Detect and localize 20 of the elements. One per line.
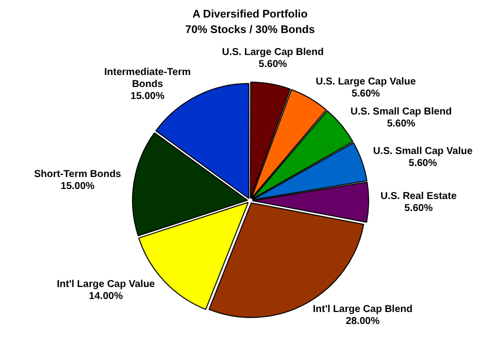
chart-title: A Diversified Portfolio: [192, 8, 308, 21]
chart-subtitle: 70% Stocks / 30% Bonds: [185, 24, 315, 36]
data-label: 28.00%: [346, 316, 380, 327]
slice-label: U.S. Small Cap Blend: [350, 106, 452, 118]
slice-label: U.S. Real Estate: [380, 191, 458, 202]
slice-label: Int'l Large Cap Value: [56, 278, 156, 290]
slice-label: Intermediate-Term Bonds: [104, 67, 191, 90]
slice-label: U.S. Large Cap Blend: [222, 46, 324, 58]
data-label: 15.00%: [130, 91, 165, 102]
data-label: 15.00%: [60, 181, 95, 192]
data-label: 14.00%: [88, 290, 123, 302]
data-label: 5.60%: [404, 203, 433, 214]
data-label: 5.60%: [386, 118, 416, 130]
data-label: 5.60%: [408, 158, 438, 170]
slice-label: U.S. Large Cap Value: [316, 76, 416, 88]
data-label: 5.60%: [352, 88, 380, 100]
data-label: 5.60%: [258, 58, 288, 70]
slice-label: Int'l Large Cap Blend: [312, 304, 412, 315]
slice-label: U.S. Small Cap Value: [373, 146, 473, 158]
slice-label: Short-Term Bonds: [34, 169, 122, 180]
